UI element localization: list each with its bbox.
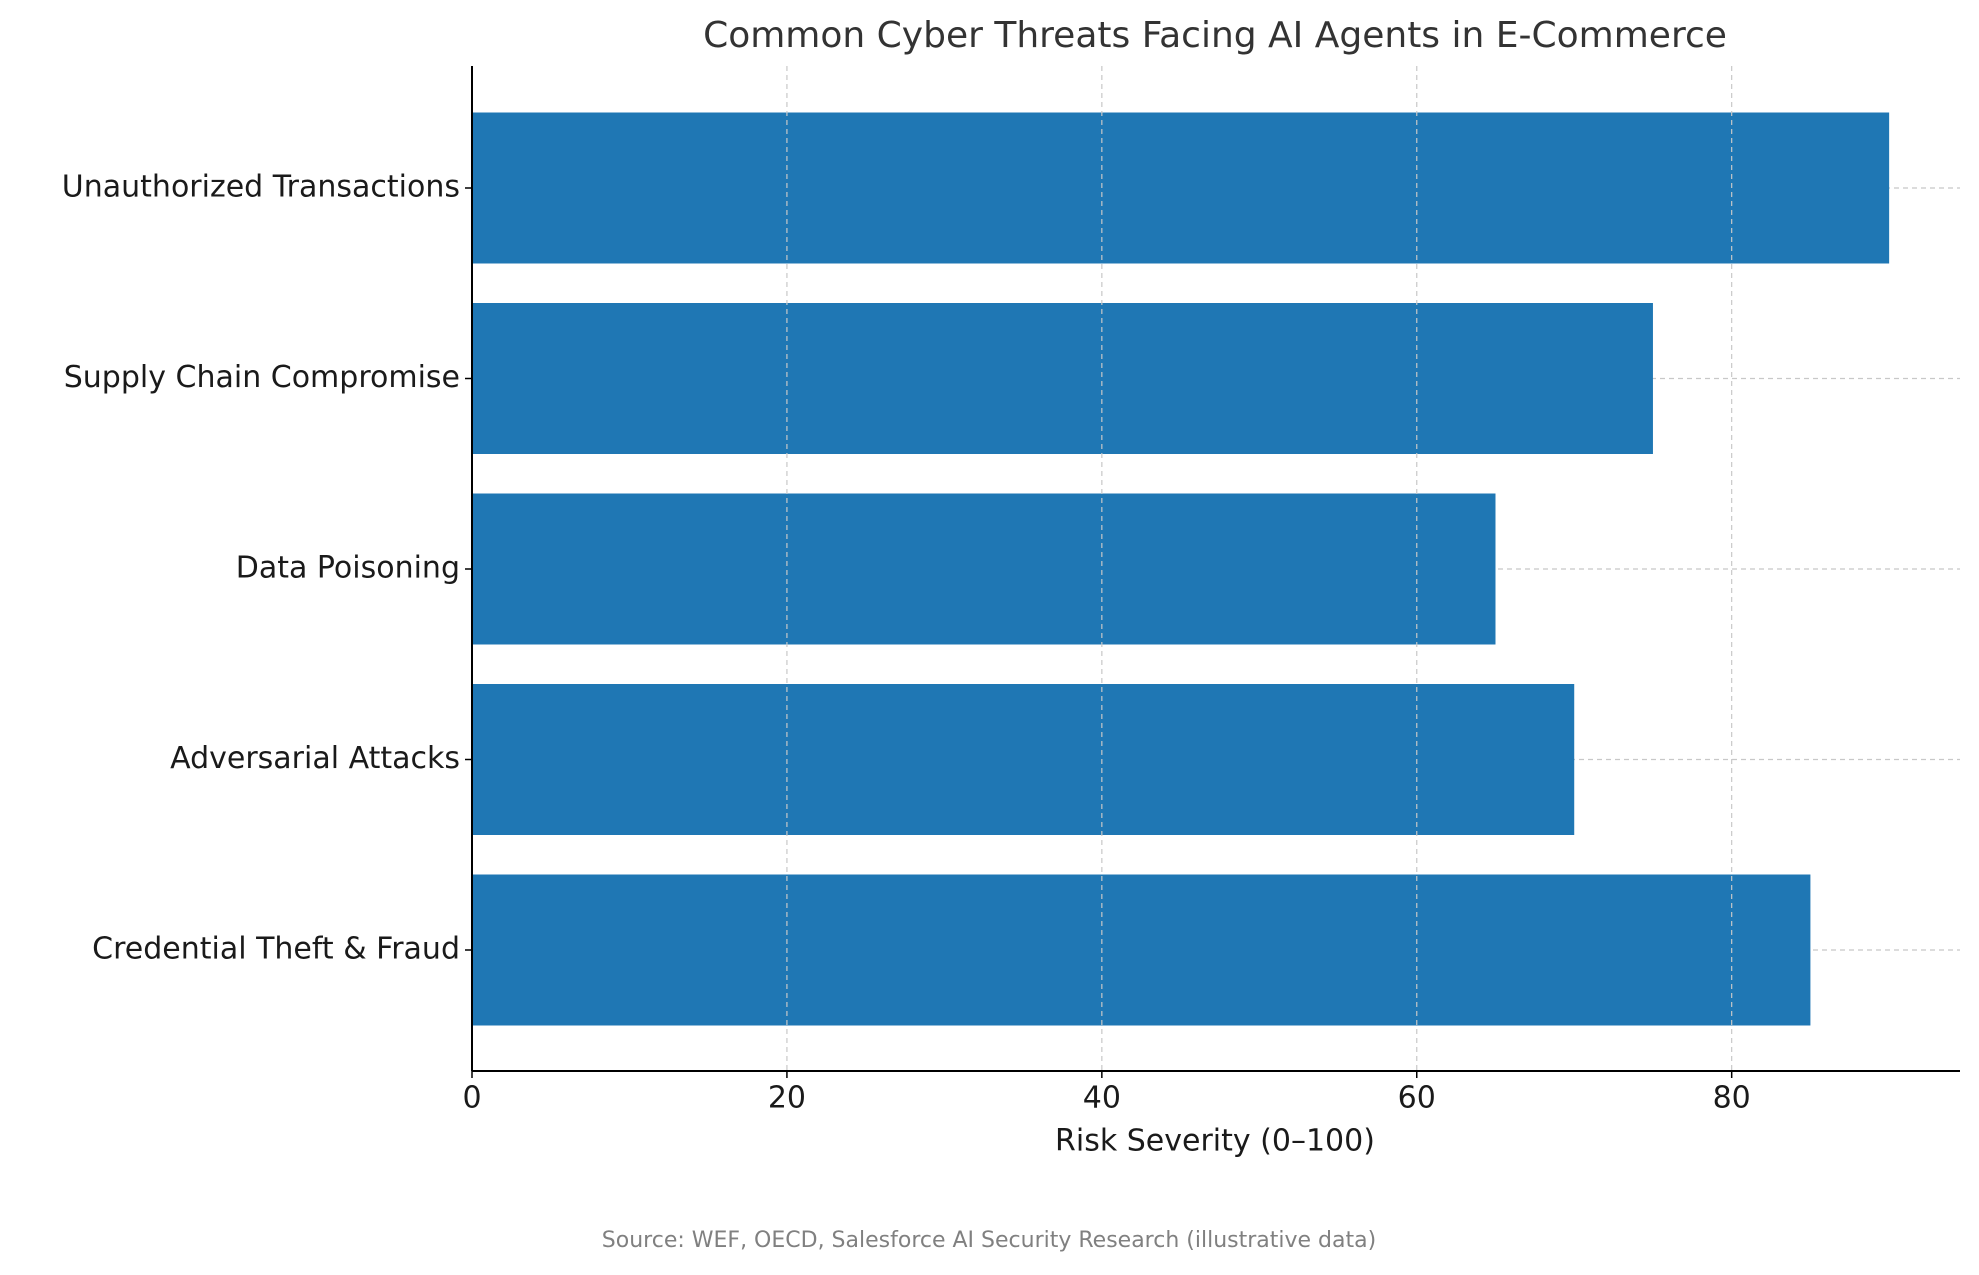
x-tick-label: 20	[768, 1081, 806, 1116]
x-tick-label: 60	[1398, 1081, 1436, 1116]
bar	[472, 493, 1496, 645]
x-axis-label: Risk Severity (0–100)	[1055, 1124, 1375, 1159]
x-tick-label: 0	[462, 1081, 481, 1116]
y-tick-label: Credential Theft & Fraud	[92, 932, 460, 967]
y-tick-label: Supply Chain Compromise	[64, 360, 460, 395]
source-note: Source: WEF, OECD, Salesforce AI Securit…	[602, 1228, 1376, 1253]
bar	[472, 684, 1575, 835]
x-tick-label: 80	[1713, 1081, 1751, 1116]
bar	[472, 112, 1890, 264]
y-tick-label: Data Poisoning	[236, 551, 460, 586]
x-tick-label: 40	[1083, 1081, 1121, 1116]
y-tick-label: Unauthorized Transactions	[62, 170, 460, 205]
bar	[472, 874, 1811, 1026]
bar	[472, 303, 1653, 454]
y-tick-label: Adversarial Attacks	[170, 741, 460, 776]
chart-title: Common Cyber Threats Facing AI Agents in…	[703, 15, 1727, 56]
